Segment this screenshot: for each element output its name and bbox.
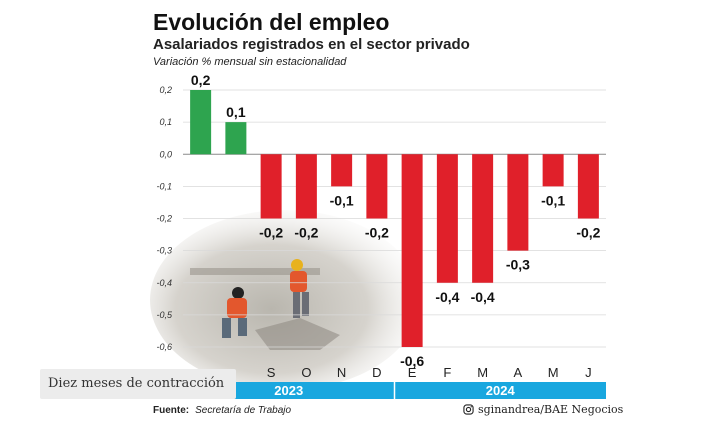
x-tick-label: E: [408, 365, 417, 380]
x-tick-label: D: [372, 365, 381, 380]
y-tick-label: -0,1: [156, 181, 172, 191]
data-label: -0,4: [435, 289, 459, 305]
y-tick-label: -0,3: [156, 246, 172, 256]
y-tick-label: -0,5: [156, 310, 173, 320]
year-label: 2023: [274, 383, 303, 398]
unit-label: Variación % mensual sin estacionalidad: [153, 56, 347, 68]
data-label: -0,1: [330, 192, 354, 208]
y-tick-label: -0,4: [156, 278, 172, 288]
bar: [401, 154, 423, 347]
image-caption: Diez meses de contracción: [48, 376, 225, 391]
credit-text: sginandrea/BAE Negocios: [478, 403, 624, 416]
credit-line: sginandrea/BAE Negocios: [463, 403, 623, 416]
year-label: 2024: [486, 383, 516, 398]
y-tick-label: 0,2: [159, 85, 172, 95]
data-label: -0,2: [294, 225, 318, 241]
source-line: Fuente: Secretaría de Trabajo: [153, 405, 291, 416]
instagram-icon: [463, 404, 474, 415]
data-label: -0,2: [576, 225, 600, 241]
y-tick-label: 0,1: [159, 117, 172, 127]
bar: [472, 154, 494, 283]
bar: [366, 154, 388, 219]
x-tick-label: A: [514, 365, 523, 380]
x-tick-label: N: [337, 365, 346, 380]
bar: [225, 122, 247, 155]
x-tick-label: J: [585, 365, 592, 380]
y-tick-label: 0,0: [159, 149, 172, 159]
bar: [260, 154, 282, 219]
x-tick-label: F: [443, 365, 451, 380]
data-label: 0,2: [191, 72, 211, 88]
bar: [542, 154, 564, 187]
chart-title: Evolución del empleo: [153, 9, 390, 35]
data-label: -0,2: [365, 225, 389, 241]
x-tick-label: M: [548, 365, 559, 380]
y-tick-label: -0,2: [156, 214, 172, 224]
bar: [436, 154, 458, 283]
y-tick-label: -0,6: [156, 342, 172, 352]
x-tick-label: M: [477, 365, 488, 380]
x-tick-label: O: [301, 365, 311, 380]
bar: [295, 154, 317, 219]
bar: [507, 154, 529, 251]
data-label: -0,4: [471, 289, 495, 305]
data-label: -0,3: [506, 257, 530, 273]
bar: [190, 90, 212, 155]
source-label: Fuente:: [153, 405, 190, 416]
source-text: Secretaría de Trabajo: [195, 405, 292, 416]
data-label: -0,6: [400, 353, 424, 369]
data-label: 0,1: [226, 104, 246, 120]
caption-box: [40, 369, 236, 399]
data-label: -0,2: [259, 225, 283, 241]
chart-subtitle: Asalariados registrados en el sector pri…: [153, 36, 470, 53]
data-label: -0,1: [541, 192, 565, 208]
x-tick-label: S: [267, 365, 276, 380]
bar: [577, 154, 599, 219]
bar: [331, 154, 353, 187]
construction-photo: [150, 210, 420, 390]
